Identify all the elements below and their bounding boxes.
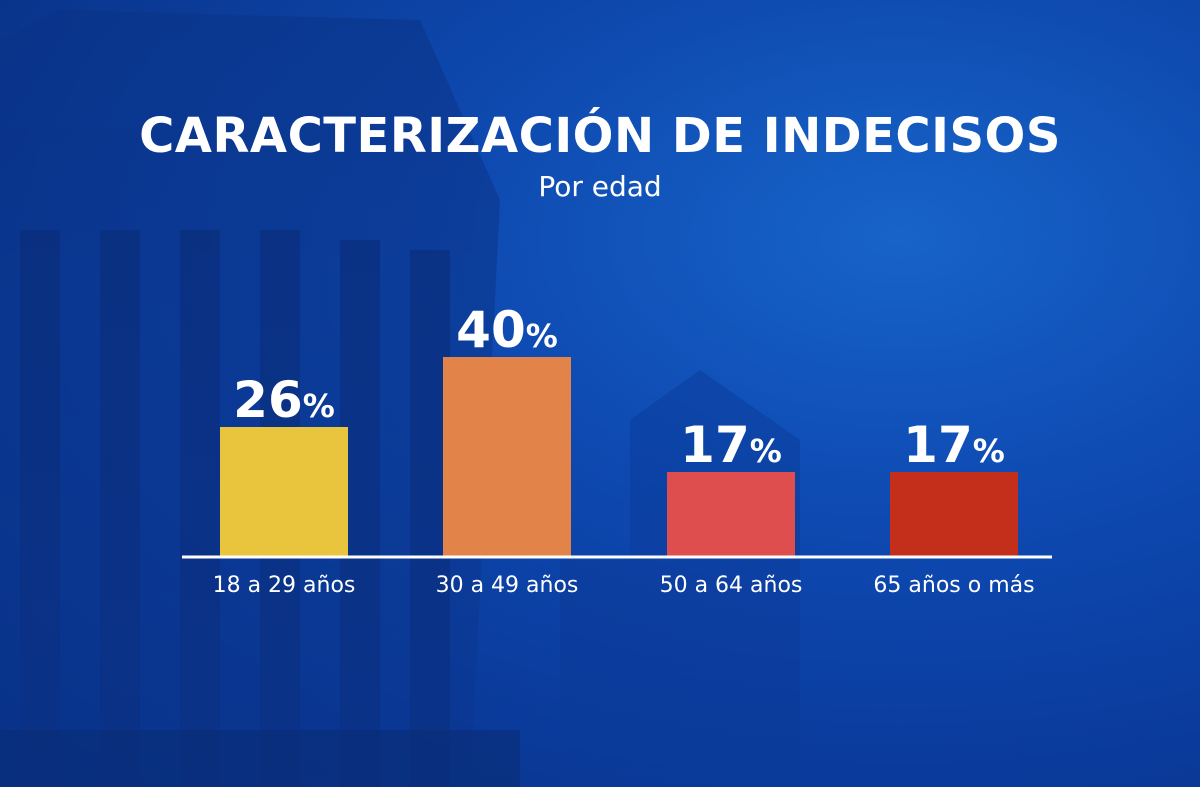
category-label: 50 a 64 años bbox=[660, 573, 803, 598]
bar-value-unit: % bbox=[750, 432, 782, 470]
bar-value-number: 40 bbox=[456, 301, 526, 359]
category-label: 18 a 29 años bbox=[213, 573, 356, 598]
bar-value-number: 17 bbox=[680, 416, 750, 474]
chart-subtitle: Por edad bbox=[538, 170, 662, 203]
bar-value-label: 40% bbox=[456, 301, 558, 359]
bar-1 bbox=[220, 427, 348, 557]
bar-value-label: 17% bbox=[903, 416, 1005, 474]
bar-value-unit: % bbox=[303, 387, 335, 425]
bar-2 bbox=[443, 357, 571, 557]
chart-title: CARACTERIZACIÓN DE INDECISOS bbox=[139, 108, 1061, 164]
category-label: 30 a 49 años bbox=[436, 573, 579, 598]
bar-value-label: 17% bbox=[680, 416, 782, 474]
bar-value-label: 26% bbox=[233, 371, 335, 429]
bar-3 bbox=[667, 472, 795, 557]
bar-value-number: 17 bbox=[903, 416, 973, 474]
bar-value-unit: % bbox=[973, 432, 1005, 470]
category-label: 65 años o más bbox=[873, 573, 1034, 598]
bar-value-number: 26 bbox=[233, 371, 303, 429]
bar-value-unit: % bbox=[526, 317, 558, 355]
bar-4 bbox=[890, 472, 1018, 557]
